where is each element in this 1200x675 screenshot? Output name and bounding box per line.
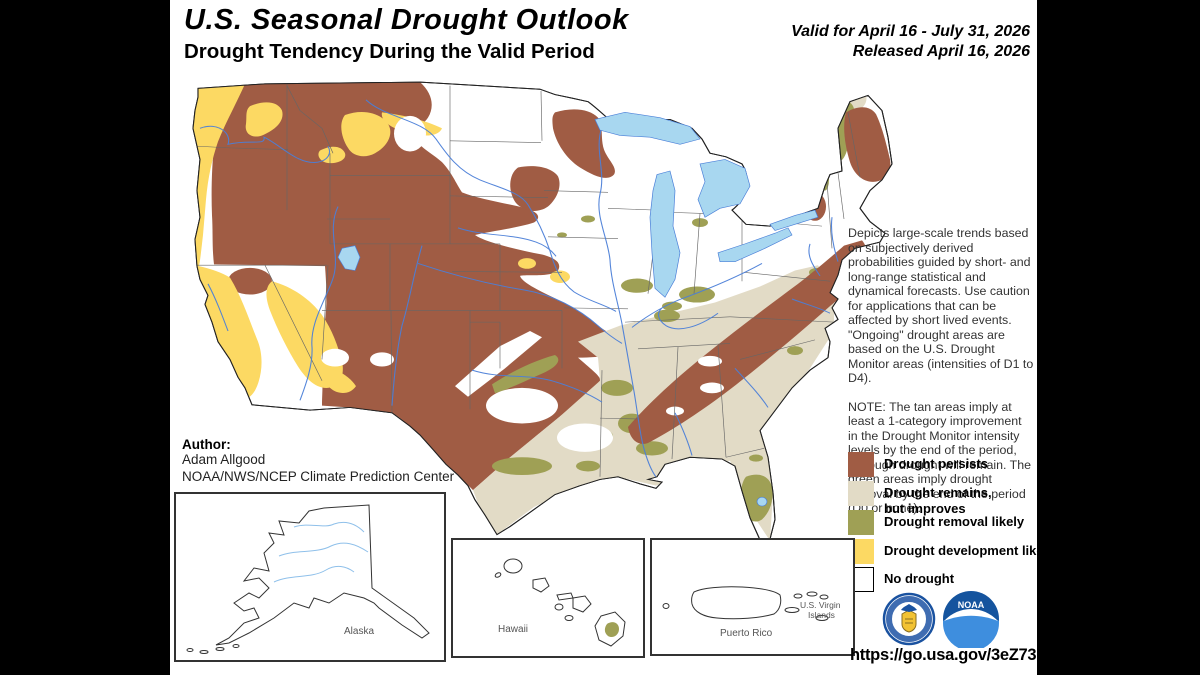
region-persists-southeast-band xyxy=(628,240,868,444)
region-develop-kansas-1 xyxy=(518,258,536,269)
page-subtitle: Drought Tendency During the Valid Period xyxy=(184,40,595,63)
rivers xyxy=(199,99,839,480)
region-develop-idaho xyxy=(341,111,391,157)
region-removal-florida xyxy=(741,474,773,522)
region-develop-ewash xyxy=(245,102,283,137)
usvi-label-line1: U.S. Virgin xyxy=(800,600,841,610)
aleutian-islands xyxy=(186,644,240,654)
alaska-label: Alaska xyxy=(344,626,374,637)
description-paragraph-1: Depicts large-scale trends based on subj… xyxy=(848,226,1034,385)
alaska-map: Alaska xyxy=(186,504,430,654)
puerto-rico-map: Puerto Rico U.S. Virgin Islands xyxy=(662,586,841,639)
page-title: U.S. Seasonal Drought Outlook xyxy=(184,4,629,36)
great-salt-lake xyxy=(337,245,361,271)
region-persists-maine xyxy=(844,107,891,182)
author-block: Author: Adam Allgood NOAA/NWS/NCEP Clima… xyxy=(182,437,454,486)
hawaii-label: Hawaii xyxy=(498,624,528,635)
hawaii-map: Hawaii xyxy=(494,558,626,647)
legend-swatch-improves xyxy=(848,481,874,506)
legend: Drought persists Drought remains, but im… xyxy=(848,448,1054,596)
noaa-logo-icon: NOAA xyxy=(943,591,999,648)
legend-label: Drought removal likely xyxy=(884,514,1025,529)
short-url: https://go.usa.gov/3eZ73 xyxy=(850,646,1037,664)
puerto-rico-label: Puerto Rico xyxy=(720,628,773,639)
header-block: U.S. Seasonal Drought Outlook Drought Te… xyxy=(184,4,629,64)
alaska-rivers xyxy=(273,521,369,583)
region-persists-iowa xyxy=(510,166,560,211)
legend-label: No drought xyxy=(884,571,955,586)
legend-swatch-persists xyxy=(848,452,874,477)
hawaii-inset: Hawaii xyxy=(451,538,645,658)
region-develop-kansas-2 xyxy=(550,270,570,283)
region-removal-etexas xyxy=(492,457,552,475)
great-lakes xyxy=(337,112,819,507)
alaska-inset: Alaska xyxy=(174,492,446,662)
hawaii-removal-patch xyxy=(604,622,619,638)
region-removal-ntexas xyxy=(492,355,559,394)
valid-period: Valid for April 16 - July 31, 2026 xyxy=(791,23,1030,40)
usvi-label-line2: Islands xyxy=(808,610,835,620)
valid-period-block: Valid for April 16 - July 31, 2026 Relea… xyxy=(730,22,1030,62)
conus-drought-map xyxy=(192,81,893,545)
region-persists-ne-california xyxy=(228,267,272,295)
author-org: NOAA/NWS/NCEP Climate Prediction Center xyxy=(182,468,455,484)
puerto-rico-inset: Puerto Rico U.S. Virgin Islands xyxy=(650,538,855,656)
map-document: U.S. Seasonal Drought Outlook Drought Te… xyxy=(170,0,1054,675)
legend-swatch-removal xyxy=(848,510,874,535)
author-heading: Author: xyxy=(182,437,231,452)
author-name: Adam Allgood xyxy=(182,452,266,467)
description-block: Depicts large-scale trends based on subj… xyxy=(848,226,1034,530)
legend-label: Drought persists xyxy=(884,456,989,471)
release-date: Released April 16, 2026 xyxy=(852,43,1030,60)
legend-label: Drought remains, xyxy=(884,485,992,500)
legend-label-line2: but improves xyxy=(884,500,966,516)
lake-okeechobee xyxy=(756,496,768,507)
legend-label: Drought development likely xyxy=(884,543,1055,558)
doc-seal-icon xyxy=(882,592,936,646)
noaa-logo-text: NOAA xyxy=(958,600,985,610)
